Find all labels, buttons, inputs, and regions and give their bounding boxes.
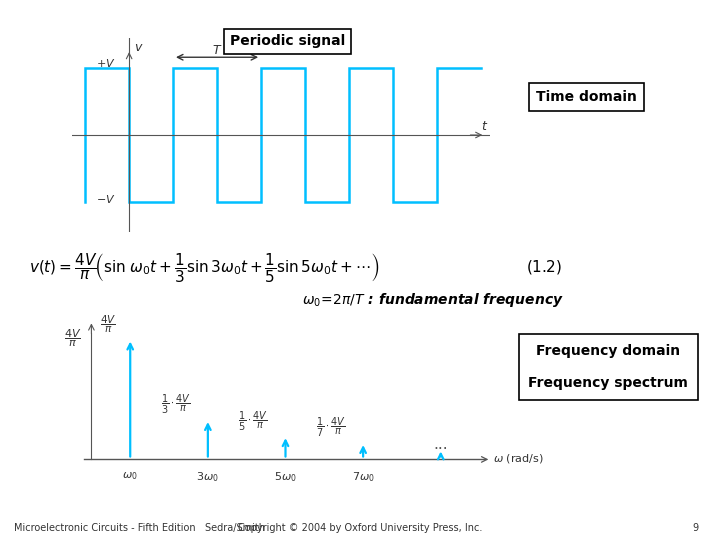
- Text: $+V$: $+V$: [96, 57, 116, 69]
- Text: $t$: $t$: [481, 120, 488, 133]
- Text: $\omega$ (rad/s): $\omega$ (rad/s): [493, 452, 544, 465]
- Text: $5\omega_0$: $5\omega_0$: [274, 470, 297, 484]
- Text: $\dfrac{4V}{\pi}$: $\dfrac{4V}{\pi}$: [64, 328, 81, 349]
- Text: $\dfrac{1}{3}\cdot\dfrac{4V}{\pi}$: $\dfrac{1}{3}\cdot\dfrac{4V}{\pi}$: [161, 393, 190, 416]
- Text: Time domain: Time domain: [536, 90, 637, 104]
- Text: Copyright © 2004 by Oxford University Press, Inc.: Copyright © 2004 by Oxford University Pr…: [238, 523, 482, 533]
- Text: $(1.2)$: $(1.2)$: [526, 258, 562, 276]
- Text: $3\omega_0$: $3\omega_0$: [197, 470, 220, 484]
- Text: $\omega_0\!=\!2\pi/T$ : fundamental frequency: $\omega_0\!=\!2\pi/T$ : fundamental freq…: [302, 291, 564, 309]
- Text: $-V$: $-V$: [96, 193, 116, 205]
- Text: $\dfrac{1}{7}\cdot\dfrac{4V}{\pi}$: $\dfrac{1}{7}\cdot\dfrac{4V}{\pi}$: [316, 416, 346, 439]
- Text: 9: 9: [692, 523, 698, 533]
- Text: Microelectronic Circuits - Fifth Edition   Sedra/Smith: Microelectronic Circuits - Fifth Edition…: [14, 523, 266, 533]
- Text: ...: ...: [433, 437, 448, 452]
- Text: $\dfrac{4V}{\pi}$: $\dfrac{4V}{\pi}$: [100, 314, 117, 335]
- Text: $\dfrac{1}{5}\cdot\dfrac{4V}{\pi}$: $\dfrac{1}{5}\cdot\dfrac{4V}{\pi}$: [238, 410, 268, 433]
- Text: $v$: $v$: [133, 41, 143, 54]
- Text: $\omega_0$: $\omega_0$: [122, 470, 138, 482]
- Text: $v(t) = \dfrac{4V}{\pi}\!\left(\sin\,\omega_0 t + \dfrac{1}{3}\sin 3\omega_0 t +: $v(t) = \dfrac{4V}{\pi}\!\left(\sin\,\om…: [29, 251, 379, 284]
- Text: Frequency domain

Frequency spectrum: Frequency domain Frequency spectrum: [528, 344, 688, 390]
- Text: Periodic signal: Periodic signal: [230, 34, 345, 48]
- Text: $T$: $T$: [212, 44, 222, 57]
- Text: $7\omega_0$: $7\omega_0$: [352, 470, 374, 484]
